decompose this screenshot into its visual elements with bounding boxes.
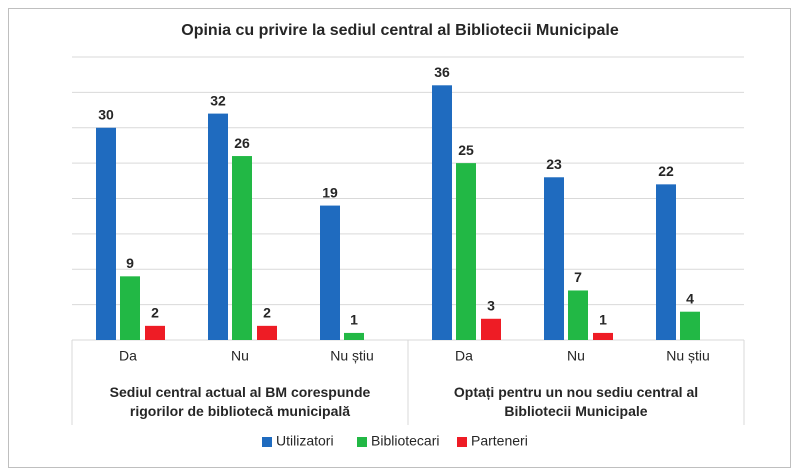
data-label: 2	[263, 305, 271, 321]
data-label: 2	[151, 305, 159, 321]
bar	[544, 177, 564, 340]
bar	[96, 127, 116, 340]
bar	[481, 318, 501, 340]
bar	[320, 205, 340, 340]
legend-swatch	[262, 437, 272, 447]
chart-title: Opinia cu privire la sediul central al B…	[181, 22, 619, 39]
legend-swatch	[457, 437, 467, 447]
bar	[680, 311, 700, 340]
data-label: 7	[574, 269, 582, 285]
bar	[593, 332, 613, 340]
data-label: 4	[686, 290, 694, 306]
data-label: 36	[434, 64, 450, 80]
x-tick-label: Da	[455, 348, 473, 364]
x-tick-label: Nu știu	[330, 348, 374, 364]
data-label: 1	[599, 312, 607, 328]
data-label: 19	[322, 184, 338, 200]
bar	[344, 332, 364, 340]
data-label: 32	[210, 92, 226, 108]
data-label: 22	[658, 163, 674, 179]
bar	[257, 325, 277, 340]
bar	[656, 184, 676, 340]
data-label: 30	[98, 106, 114, 122]
bar	[568, 290, 588, 340]
bar	[120, 276, 140, 340]
x-tick-label: Nu	[231, 348, 249, 364]
data-label: 9	[126, 255, 134, 271]
legend-label: Bibliotecari	[371, 433, 439, 449]
group-label: Sediul central actual al BM corespunde r…	[109, 384, 371, 419]
legend-swatch	[357, 437, 367, 447]
bar	[232, 156, 252, 340]
data-label: 23	[546, 156, 562, 172]
group-label: Optați pentru un nou sediu central al Bi…	[453, 384, 699, 419]
bar	[432, 85, 452, 340]
bar	[145, 325, 165, 340]
legend-label: Parteneri	[471, 433, 528, 449]
x-tick-label: Nu știu	[666, 348, 710, 364]
x-tick-label: Nu	[567, 348, 585, 364]
bar	[208, 113, 228, 340]
data-label: 25	[458, 142, 474, 158]
data-label: 3	[487, 297, 495, 313]
x-tick-label: Da	[119, 348, 137, 364]
data-label: 26	[234, 135, 250, 151]
bar	[456, 163, 476, 340]
legend-label: Utilizatori	[276, 433, 334, 449]
data-label: 1	[350, 312, 358, 328]
